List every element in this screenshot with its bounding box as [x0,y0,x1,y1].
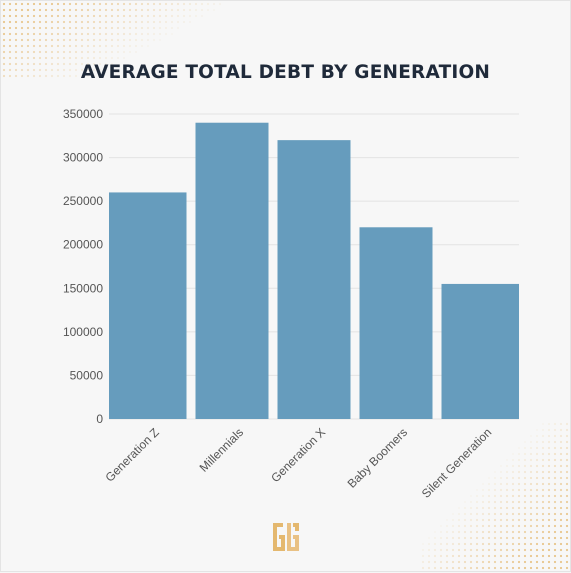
decorative-dot-pattern-bottom [421,422,569,570]
x-tick-label: Generation X [268,425,328,485]
y-tick-label: 350000 [63,107,103,121]
bar-millennials [195,122,269,419]
y-tick-label: 100000 [63,325,103,339]
x-axis-ticks: Generation Z Millennials Generation X Baby … [102,425,494,500]
bar-generation-z [109,192,187,419]
y-tick-label: 0 [96,412,103,426]
bar-generation-x [277,140,351,419]
logo-icon [273,523,299,551]
y-tick-label: 150000 [63,281,103,295]
decorative-dot-pattern-top [2,2,221,78]
chart-title: AVERAGE TOTAL DEBT BY GENERATION [80,62,491,83]
x-tick-label: Baby Boomers [345,425,411,491]
x-tick-label: Generation Z [102,425,161,484]
x-tick-label: Silent Generation [419,425,494,500]
y-tick-label: 50000 [70,368,104,382]
bars [109,122,519,419]
y-axis-ticks: 0 50000 100000 150000 200000 250000 300000 3500… [63,107,103,426]
x-tick-label: Millennials [197,425,247,475]
y-tick-label: 300000 [63,151,103,165]
bar-baby-boomers [359,227,433,419]
bar-silent-generation [441,283,519,419]
y-tick-label: 250000 [63,194,103,208]
y-tick-label: 200000 [63,238,103,252]
